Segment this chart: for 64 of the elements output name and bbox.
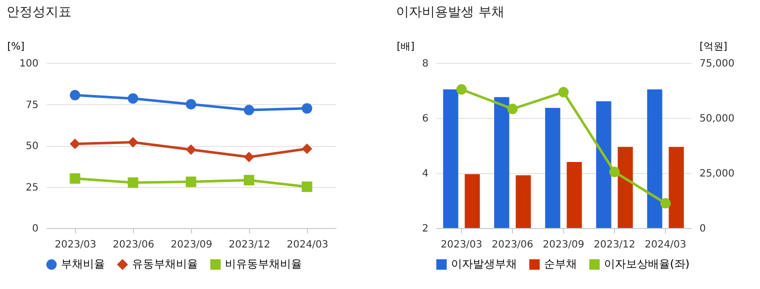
x-tick-label: 2023/06: [112, 240, 154, 250]
y-tick-label: 4: [422, 168, 428, 180]
x-tick-label: 2023/03: [440, 240, 482, 250]
point: [302, 144, 312, 154]
y-tick-label: 50: [26, 141, 38, 152]
point: [660, 198, 671, 208]
point: [186, 99, 196, 110]
y-tick-label: 25: [26, 182, 38, 194]
chart-title: 이자비용발생 부채: [396, 5, 504, 20]
y2-tick-label: 25,000: [700, 168, 734, 180]
y2-axis-title: [억원]: [700, 42, 728, 52]
bar: [494, 97, 510, 228]
bar: [464, 174, 480, 228]
legend-label: 이자발생부채: [451, 258, 517, 271]
bar: [443, 89, 458, 228]
x-tick-label: 2023/12: [594, 240, 636, 250]
point: [70, 173, 80, 184]
x-tick-label: 2023/12: [228, 240, 270, 250]
bar: [545, 108, 560, 228]
y-tick-label: 8: [422, 58, 428, 70]
point: [609, 166, 620, 178]
point: [70, 138, 80, 150]
legend-label: 이자보상배율(좌): [604, 258, 690, 271]
point: [186, 144, 196, 155]
point: [244, 152, 254, 162]
legend-label: 부채비율: [61, 258, 105, 271]
point: [558, 86, 569, 98]
bar: [516, 175, 531, 228]
point: [244, 104, 254, 116]
x-tick-label: 2023/09: [542, 240, 584, 250]
x-tick-label: 2023/06: [492, 240, 534, 250]
point: [186, 176, 196, 188]
y-tick-label: 75: [26, 100, 38, 111]
point: [128, 93, 138, 104]
point: [70, 90, 80, 100]
bar: [618, 146, 633, 228]
y-tick-label: 2: [422, 224, 428, 234]
x-tick-label: 2023/09: [170, 240, 212, 250]
y2-tick-label: 75,000: [700, 58, 734, 70]
x-tick-label: 2023/03: [54, 240, 96, 250]
y-axis-title: [%]: [7, 42, 25, 52]
legend-label: 순부채: [544, 258, 577, 271]
bar: [596, 101, 612, 228]
y2-tick-label: 50,000: [700, 114, 734, 124]
point: [244, 174, 254, 186]
bar: [566, 162, 582, 228]
point: [302, 182, 312, 192]
y-tick-label: 100: [19, 58, 38, 70]
chart-title: 안정성지표: [6, 5, 72, 20]
point: [128, 177, 138, 188]
point: [507, 104, 518, 114]
x-tick-label: 2024/03: [644, 240, 686, 250]
legend-label: 비유동부채비율: [225, 258, 302, 271]
y2-tick-label: 0: [700, 224, 706, 234]
legend-label: 유동부채비율: [132, 258, 198, 271]
point: [456, 84, 467, 95]
bar: [647, 89, 662, 228]
y-tick-label: 6: [422, 114, 428, 124]
x-tick-label: 2024/03: [286, 240, 328, 250]
point: [302, 103, 312, 114]
point: [128, 136, 138, 148]
bar: [668, 146, 684, 228]
y-tick-label: 0: [32, 224, 38, 234]
y-axis-title: [배]: [396, 42, 415, 52]
